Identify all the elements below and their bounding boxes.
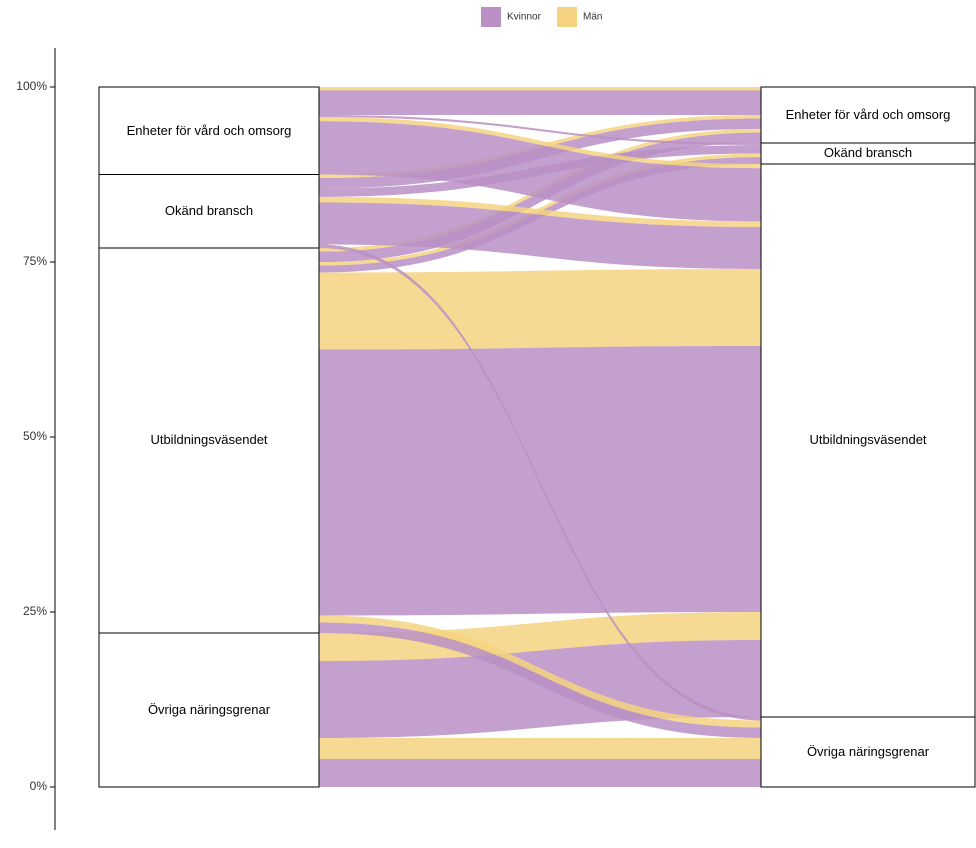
legend-swatch [481, 7, 501, 27]
y-tick-label: 50% [23, 429, 47, 443]
stratum [760, 716, 976, 788]
stratum-label: Utbildningsväsendet [150, 432, 268, 448]
stratum-label-box: Utbildningsväsendet [809, 432, 927, 448]
stratum-label-box: Enheter för vård och omsorg [126, 122, 292, 138]
flows [319, 87, 761, 787]
legend-label: Män [583, 12, 602, 23]
legend: Kvinnor Män [481, 7, 602, 27]
stratum-label-box: Övriga näringsgrenar [806, 743, 930, 759]
y-tick-label: 25% [23, 604, 47, 618]
flow [319, 759, 761, 787]
flow [319, 269, 761, 350]
stratum-label: Övriga näringsgrenar [147, 701, 271, 717]
stratum-label: Enheter för vård och omsorg [126, 122, 292, 138]
flow [319, 87, 761, 91]
stratum-label-box: Övriga näringsgrenar [147, 701, 271, 717]
stratum-label-box: Okänd bransch [164, 203, 254, 219]
stratum [98, 86, 320, 175]
flow [319, 117, 761, 169]
legend-swatch [557, 7, 577, 27]
stratum [98, 632, 320, 788]
y-tick-label: 0% [30, 779, 48, 793]
stratum-label: Utbildningsväsendet [809, 432, 927, 448]
stratum-label: Okänd bransch [164, 203, 254, 219]
strata: Övriga näringsgrenar Utbildningsväsendet O… [98, 86, 976, 788]
flow [319, 90, 761, 115]
flow [319, 738, 761, 759]
stratum-label-box: Utbildningsväsendet [150, 432, 268, 448]
y-tick-label: 100% [16, 79, 47, 93]
stratum-label: Enheter för vård och omsorg [785, 106, 951, 122]
stratum-label-box: Enheter för vård och omsorg [785, 106, 951, 122]
flow [319, 622, 761, 738]
stratum-label-box: Okänd bransch [823, 145, 913, 161]
flow [319, 244, 761, 721]
flow [319, 202, 761, 269]
flow [319, 115, 761, 146]
legend-label: Kvinnor [507, 12, 542, 23]
y-tick-label: 75% [23, 254, 47, 268]
flow [319, 121, 761, 222]
y-axis: 0% 25% 50% 75% 100% [16, 79, 55, 793]
stratum-label: Okänd bransch [823, 145, 913, 161]
stratum-label: Övriga näringsgrenar [806, 743, 930, 759]
stratum [760, 86, 976, 144]
flow [319, 612, 761, 661]
flow [319, 196, 761, 227]
flow [319, 615, 761, 728]
